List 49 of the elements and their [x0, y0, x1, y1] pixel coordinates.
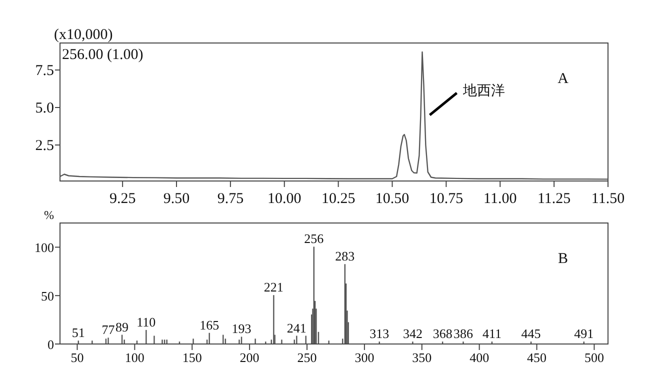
x-tick-label: 10.75: [429, 191, 464, 207]
annotation: 445: [521, 326, 541, 342]
annotation: 110: [136, 314, 156, 330]
annotation: 386: [453, 326, 474, 342]
annotation: 51: [72, 325, 85, 340]
y-tick-label: 5.0: [35, 100, 54, 116]
x-tick-label: 500: [584, 350, 604, 365]
x-tick-label: 150: [182, 350, 202, 365]
text: A: [558, 71, 569, 87]
y-tick-label: 7.5: [35, 63, 54, 79]
x-tick-label: 50: [70, 350, 84, 365]
x-tick-label: 11.00: [484, 191, 517, 207]
annotation: 89: [116, 319, 129, 334]
x-tick-label: 200: [240, 350, 260, 365]
x-tick-label: 350: [412, 350, 432, 365]
annotation: 地西洋: [462, 83, 505, 99]
annotation: 221: [264, 280, 284, 295]
annotation: 165: [200, 317, 220, 332]
annotation: 256.00 (1.00): [62, 47, 144, 63]
y-tick-label: 2.5: [35, 138, 54, 154]
x-tick-label: 9.50: [163, 191, 190, 207]
annotation: 491: [574, 326, 594, 342]
annotation: 411: [482, 326, 502, 342]
x-tick-label: 250: [297, 350, 317, 365]
y-tick-label: 50: [41, 288, 54, 304]
annotation: 256: [304, 231, 324, 246]
annotation: 241: [286, 320, 306, 336]
x-tick-label: 9.75: [217, 191, 244, 207]
x-tick-label: 10.50: [375, 191, 410, 207]
y-tick-label: 100: [34, 240, 54, 256]
x-tick-label: 400: [470, 350, 490, 365]
text: B: [558, 251, 568, 267]
x-tick-label: 100: [124, 350, 144, 365]
y-axis-title: (x10,000): [54, 27, 113, 43]
y-tick-label: 0: [48, 337, 54, 352]
x-tick-label: 9.25: [109, 191, 136, 207]
annotation: 368: [432, 326, 452, 342]
annotation: 313: [370, 326, 390, 342]
x-tick-label: 300: [354, 350, 374, 365]
annotation: 283: [335, 248, 355, 264]
x-tick-label: 450: [527, 350, 547, 365]
y-axis-title: %: [44, 208, 54, 222]
x-tick-label: 11.25: [537, 191, 571, 207]
x-tick-label: 10.25: [321, 191, 356, 207]
x-tick-label: 10.00: [268, 191, 302, 207]
annotation: 77: [102, 322, 116, 338]
x-tick-label: 11.50: [591, 191, 625, 207]
annotation: 193: [232, 321, 252, 336]
annotation: 342: [402, 326, 422, 342]
